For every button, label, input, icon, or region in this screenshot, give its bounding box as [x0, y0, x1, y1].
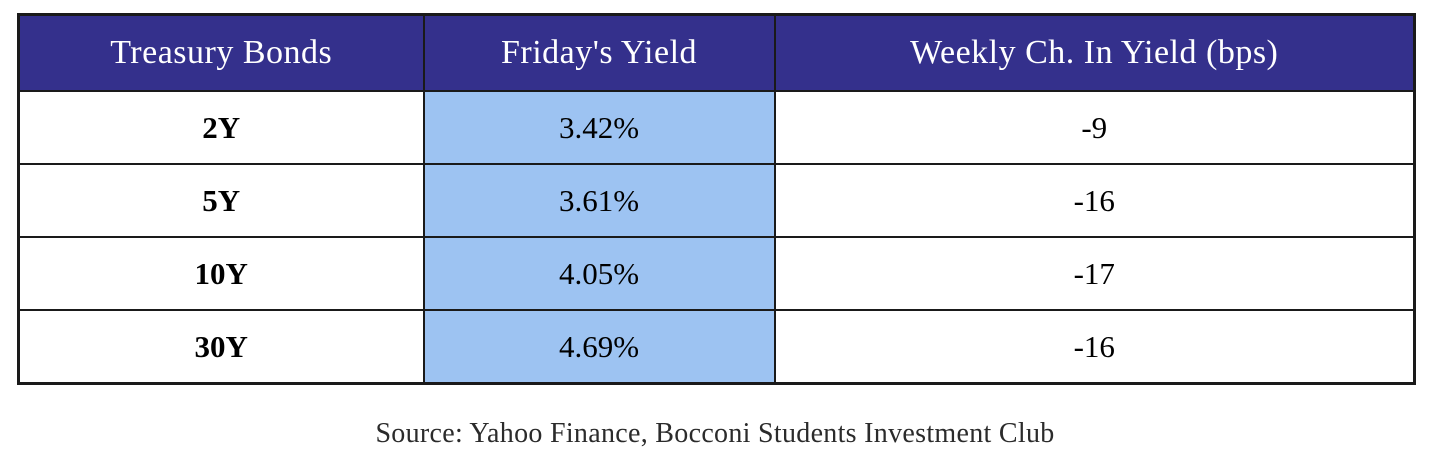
treasury-bonds-table: Treasury Bonds Friday's Yield Weekly Ch.… [17, 13, 1416, 385]
bond-label: 5Y [17, 163, 425, 238]
yield-value: 3.42% [422, 90, 776, 165]
col-header-weekly-change: Weekly Ch. In Yield (bps) [773, 13, 1416, 92]
table-row-30y: 30Y 4.69% -16 [17, 309, 1416, 385]
table-header-row: Treasury Bonds Friday's Yield Weekly Ch.… [17, 13, 1416, 92]
table-row-5y: 5Y 3.61% -16 [17, 163, 1416, 238]
col-header-treasury-bonds: Treasury Bonds [17, 13, 425, 92]
table-row-10y: 10Y 4.05% -17 [17, 236, 1416, 311]
weekly-change-value: -16 [773, 309, 1416, 385]
bond-label: 10Y [17, 236, 425, 311]
table-row-2y: 2Y 3.42% -9 [17, 90, 1416, 165]
yield-value: 3.61% [422, 163, 776, 238]
col-header-fridays-yield: Friday's Yield [422, 13, 776, 92]
weekly-change-value: -16 [773, 163, 1416, 238]
source-caption: Source: Yahoo Finance, Bocconi Students … [375, 418, 1055, 449]
weekly-change-value: -9 [773, 90, 1416, 165]
yield-value: 4.69% [422, 309, 776, 385]
yield-value: 4.05% [422, 236, 776, 311]
bond-label: 2Y [17, 90, 425, 165]
bond-label: 30Y [17, 309, 425, 385]
weekly-change-value: -17 [773, 236, 1416, 311]
